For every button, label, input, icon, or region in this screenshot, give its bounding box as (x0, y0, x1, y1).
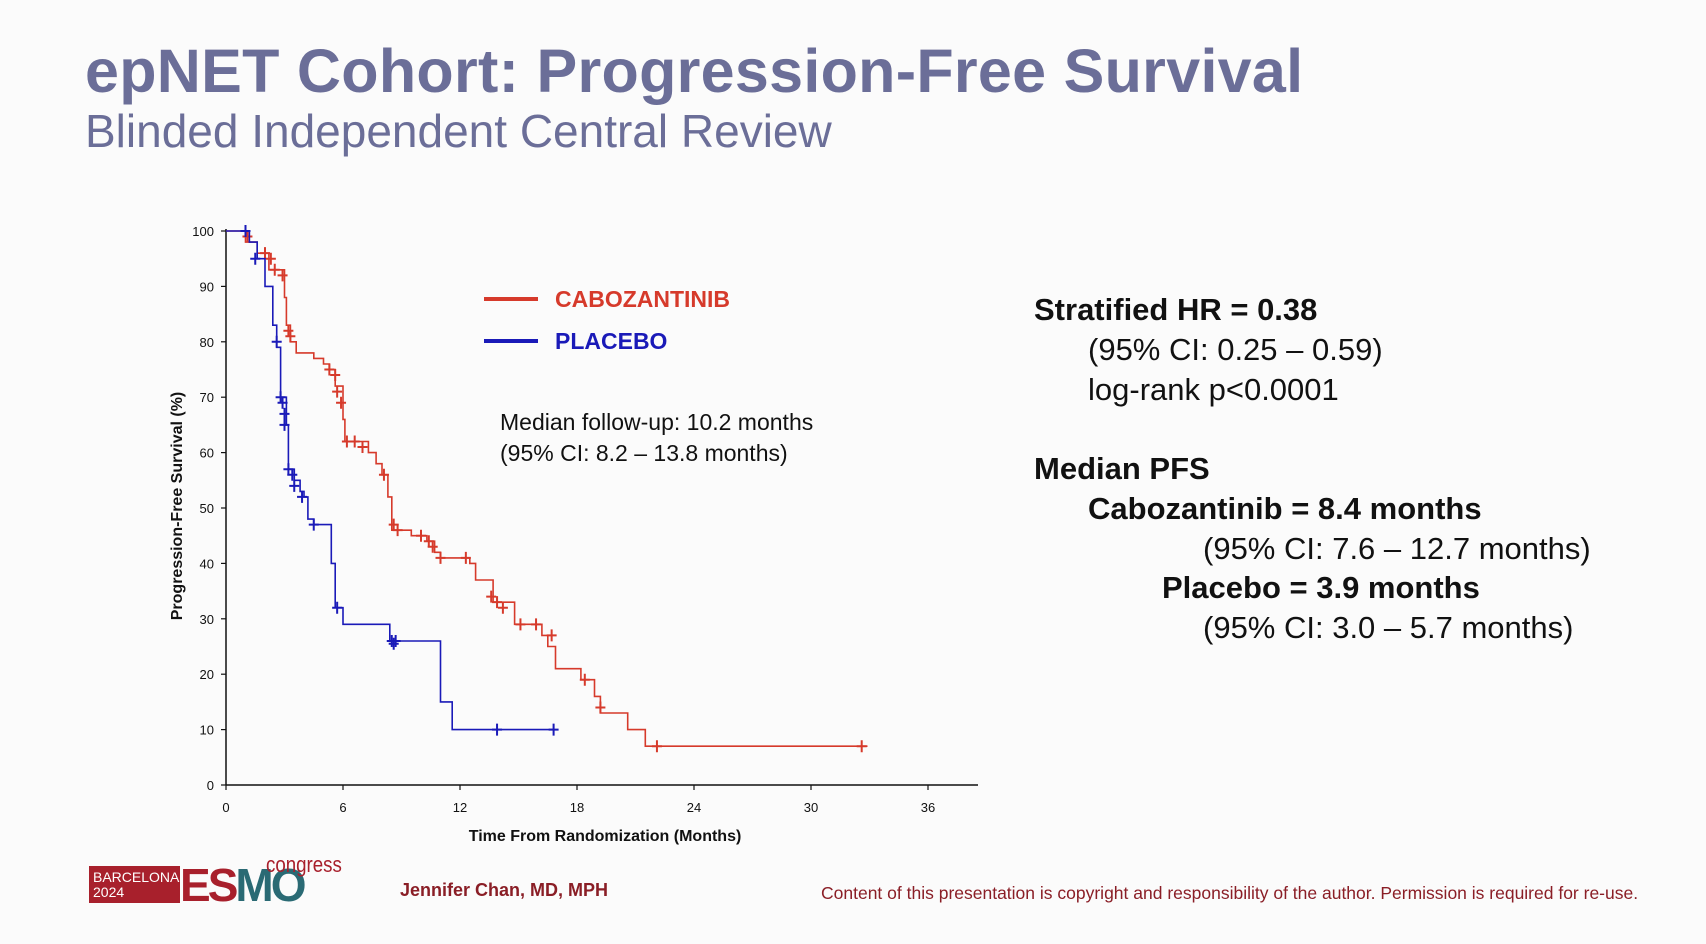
author-name: Jennifer Chan, MD, MPH (400, 880, 609, 900)
cabozantinib-censor-mark (595, 701, 606, 714)
cabozantinib-ci: (95% CI: 7.6 – 12.7 months) (1203, 531, 1591, 566)
placebo-censor-mark (289, 479, 300, 492)
cabozantinib-censor-mark (486, 590, 497, 603)
logrank-p: log-rank p<0.0001 (1088, 372, 1339, 407)
cabozantinib-censor-mark (427, 540, 438, 553)
slide-subtitle: Blinded Independent Central Review (85, 105, 832, 157)
legend-label-placebo: PLACEBO (555, 328, 667, 354)
placebo-censor-mark (297, 490, 308, 503)
cabozantinib-censor-mark (392, 524, 403, 537)
cabozantinib-censor-mark (416, 529, 426, 542)
followup-line-2: (95% CI: 8.2 – 13.8 months) (500, 440, 788, 466)
placebo-censor-mark (250, 252, 261, 265)
legend-label-cabozantinib: CABOZANTINIB (555, 286, 730, 312)
placebo-censor-mark (277, 396, 288, 409)
cabozantinib-censor-mark (283, 324, 294, 337)
cabozantinib-censor-mark (497, 601, 508, 614)
placebo-censor-mark (548, 723, 559, 736)
logo-letter-s: S (207, 859, 239, 911)
y-tick-label: 60 (200, 446, 214, 461)
y-tick-label: 30 (200, 612, 214, 627)
cabozantinib-censor-mark (378, 468, 389, 481)
y-tick-label: 90 (200, 279, 214, 294)
cabozantinib-censor-mark (349, 435, 360, 448)
hazard-ratio: Stratified HR = 0.38 (1034, 292, 1318, 327)
y-tick-label: 100 (192, 224, 214, 239)
x-tick-label: 30 (804, 800, 818, 815)
y-axis-label: Progression-Free Survival (%) (169, 392, 186, 621)
logo-letter-o: O (270, 859, 307, 911)
placebo-median: Placebo = 3.9 months (1162, 570, 1480, 605)
slide-title: epNET Cohort: Progression-Free Survival (85, 37, 1304, 105)
y-tick-label: 20 (200, 667, 214, 682)
logo-congress: congress (266, 852, 342, 877)
cabozantinib-censor-mark (324, 363, 335, 376)
placebo-censor-mark (388, 637, 399, 650)
placebo-censor-mark (332, 601, 343, 614)
placebo-censor-mark (240, 225, 251, 237)
x-tick-label: 12 (453, 800, 467, 815)
logo-city: BARCELONA (93, 869, 180, 885)
cabozantinib-censor-mark (285, 330, 296, 343)
cabozantinib-censor-mark (492, 596, 503, 609)
x-tick-label: 24 (687, 800, 701, 815)
followup-line-1: Median follow-up: 10.2 months (500, 409, 814, 435)
cabozantinib-censor-mark (260, 247, 270, 260)
cabozantinib-censor-mark (265, 252, 276, 265)
x-tick-label: 0 (222, 800, 229, 815)
placebo-censor-mark (308, 518, 319, 531)
cabozantinib-censor-mark (531, 618, 542, 631)
cabozantinib-censor-mark (579, 673, 590, 686)
y-tick-label: 50 (200, 501, 214, 516)
cabozantinib-censor-mark (242, 230, 253, 243)
cabozantinib-censor-mark (330, 369, 341, 382)
logo-year: 2024 (93, 884, 125, 900)
placebo-censor-mark (287, 468, 298, 481)
placebo-censor-mark (390, 634, 401, 647)
cabozantinib-censor-mark (332, 385, 343, 398)
y-tick-label: 80 (200, 335, 214, 350)
cabozantinib-median: Cabozantinib = 8.4 months (1088, 491, 1482, 526)
cabozantinib-censor-mark (357, 441, 368, 454)
cabozantinib-censor-mark (277, 269, 288, 282)
followup-annotation: Median follow-up: 10.2 months (95% CI: 8… (500, 407, 813, 469)
cabozantinib-censor-mark (435, 551, 446, 564)
cabozantinib-curve (226, 230, 868, 747)
y-tick-label: 10 (200, 723, 214, 738)
cabozantinib-censor-mark (336, 396, 347, 409)
cabozantinib-censor-mark (460, 551, 471, 564)
x-tick-label: 18 (570, 800, 584, 815)
y-tick-label: 0 (207, 778, 214, 793)
logo-letter-m: M (235, 859, 273, 911)
cabozantinib-censor-mark (856, 740, 867, 753)
placebo-curve (226, 230, 554, 731)
placebo-censor-mark (279, 407, 290, 420)
placebo-censor-mark (279, 418, 290, 431)
placebo-censor-mark (492, 723, 503, 736)
x-axis-label: Time From Randomization (Months) (469, 828, 742, 845)
cabozantinib-censor-mark (269, 263, 280, 276)
y-tick-label: 70 (200, 390, 214, 405)
cabozantinib-censor-mark (515, 618, 526, 631)
logo-brand: ESMO (180, 859, 307, 911)
median-pfs-title: Median PFS (1034, 451, 1210, 486)
placebo-censor-mark (271, 335, 282, 348)
y-tick-label: 40 (200, 556, 214, 571)
x-tick-label: 6 (339, 800, 346, 815)
logo-letter-e: E (180, 859, 211, 911)
hazard-ratio-ci: (95% CI: 0.25 – 0.59) (1088, 332, 1383, 367)
copyright-notice: Content of this presentation is copyrigh… (821, 883, 1639, 903)
cabozantinib-censor-mark (651, 740, 662, 753)
placebo-censor-mark (275, 391, 286, 404)
placebo-ci: (95% CI: 3.0 – 5.7 months) (1203, 610, 1574, 645)
cabozantinib-censor-mark (546, 629, 557, 642)
logo-city-box: BARCELONA 2024 (89, 866, 180, 903)
x-tick-label: 36 (921, 800, 935, 815)
